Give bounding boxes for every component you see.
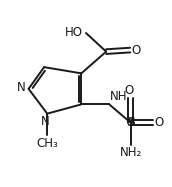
Text: O: O [154,117,164,129]
Text: NH: NH [110,90,128,103]
Text: HO: HO [65,26,83,39]
Text: N: N [17,81,25,94]
Text: NH₂: NH₂ [120,146,142,159]
Text: O: O [132,44,141,57]
Text: N: N [41,115,50,128]
Text: CH₃: CH₃ [36,137,58,150]
Text: S: S [126,117,136,129]
Text: O: O [125,84,134,97]
